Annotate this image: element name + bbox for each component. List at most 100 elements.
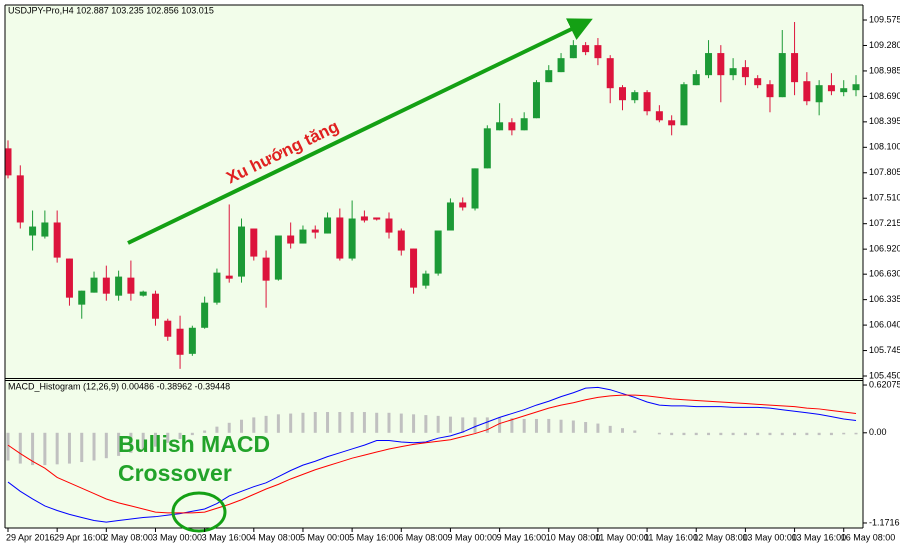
histogram-bar [510, 418, 514, 433]
candle-body [532, 82, 540, 119]
histogram-bar [817, 432, 821, 436]
y-tick-label: 105.450 [869, 370, 900, 380]
x-tick-label: 2 May 08:00 [103, 532, 153, 542]
histogram-bar [424, 415, 428, 433]
candle-body [827, 85, 835, 92]
histogram-bar [780, 432, 784, 436]
histogram-bar [436, 415, 440, 433]
candle-body [471, 168, 479, 209]
x-tick-label: 9 May 00:00 [447, 532, 497, 542]
candle-body [778, 53, 786, 98]
candle-body [348, 218, 356, 259]
histogram-bar [166, 432, 170, 443]
y-tick-label: 108.690 [869, 91, 900, 101]
histogram-bar [215, 426, 219, 433]
histogram-bar [43, 432, 47, 466]
candle-body [655, 111, 663, 121]
y-tick-label: 107.510 [869, 193, 900, 203]
candle-body [225, 275, 233, 279]
y-tick-label: 106.335 [869, 294, 900, 304]
candle-body [520, 118, 528, 131]
histogram-bar [313, 412, 317, 433]
candle-body [287, 235, 295, 244]
histogram-bar [719, 432, 723, 436]
candle-body [582, 45, 590, 53]
histogram-bar [178, 432, 182, 439]
histogram-bar [80, 432, 84, 463]
candle-body [360, 216, 368, 221]
candle-body [705, 53, 713, 76]
candle-body [496, 122, 504, 131]
x-tick-label: 13 May 16:00 [792, 532, 847, 542]
histogram-bar [104, 432, 108, 459]
candle-body [299, 229, 307, 244]
y-tick-label: 107.805 [869, 167, 900, 177]
candle-body [766, 84, 774, 98]
candle-body [127, 277, 135, 294]
indicator-title: MACD_Histogram (12,26,9) 0.00486 -0.3896… [8, 381, 230, 391]
histogram-bar [534, 418, 538, 433]
candle-body [680, 84, 688, 126]
candle-body [446, 202, 454, 231]
candle-body [115, 276, 123, 296]
candle-body [643, 92, 651, 112]
histogram-bar [682, 432, 686, 436]
chart-title: USDJPY-Pro,H4 102.887 103.235 102.856 10… [8, 5, 214, 15]
candle-body [483, 128, 491, 169]
histogram-bar [92, 432, 96, 461]
candle-body [65, 258, 73, 298]
histogram-bar [596, 423, 600, 433]
histogram-bar [657, 432, 661, 435]
crossover-annotation: Bullish MACD [118, 431, 270, 457]
candle-body [594, 45, 602, 59]
histogram-bar [227, 422, 231, 433]
x-tick-label: 12 May 08:00 [693, 532, 748, 542]
candle-body [459, 202, 467, 208]
y-tick-label: 108.395 [869, 116, 900, 126]
x-tick-label: 10 May 08:00 [546, 532, 601, 542]
x-tick-label: 4 May 08:00 [251, 532, 301, 542]
histogram-bar [399, 413, 403, 433]
x-tick-label: 11 May 00:00 [595, 532, 649, 542]
histogram-bar [461, 417, 465, 433]
histogram-bar [571, 420, 575, 433]
y-tick-label: 106.040 [869, 319, 900, 329]
plot-background [5, 5, 863, 528]
histogram-bar [129, 432, 133, 453]
candle-body [41, 222, 49, 237]
candle-body [668, 120, 676, 126]
x-tick-label: 6 May 08:00 [398, 532, 448, 542]
y-tick-label: 109.575 [869, 14, 900, 24]
candle-body [385, 218, 393, 233]
candle-body [791, 53, 799, 83]
candle-body [16, 175, 24, 223]
y-tick-label: 106.630 [869, 269, 900, 279]
x-tick-label: 5 May 00:00 [300, 532, 350, 542]
candle-body [852, 84, 860, 91]
histogram-bar [240, 419, 244, 433]
x-tick-label: 11 May 16:00 [644, 532, 698, 542]
y-tick-label: 107.215 [869, 218, 900, 228]
candle-body [250, 228, 258, 257]
histogram-bar [768, 432, 772, 436]
y-tick-label: 0.62075 [869, 379, 900, 389]
histogram-bar [522, 418, 526, 433]
histogram-bar [854, 432, 858, 435]
histogram-bar [621, 428, 624, 433]
candle-body [102, 277, 110, 294]
candle-body [557, 58, 565, 73]
histogram-bar [350, 412, 354, 433]
candle-body [422, 273, 430, 286]
histogram-bar [412, 414, 416, 433]
histogram-bar [694, 432, 698, 436]
candle-body [90, 277, 98, 293]
y-tick-label: 108.985 [869, 65, 900, 75]
x-tick-label: 5 May 16:00 [349, 532, 399, 542]
candle-body [508, 122, 516, 131]
x-tick-label: 3 May 16:00 [202, 532, 252, 542]
candle-body [410, 248, 418, 288]
candle-body [815, 85, 823, 103]
histogram-bar [633, 430, 637, 433]
trend-arrow [127, 18, 593, 245]
candle-body [434, 230, 442, 274]
